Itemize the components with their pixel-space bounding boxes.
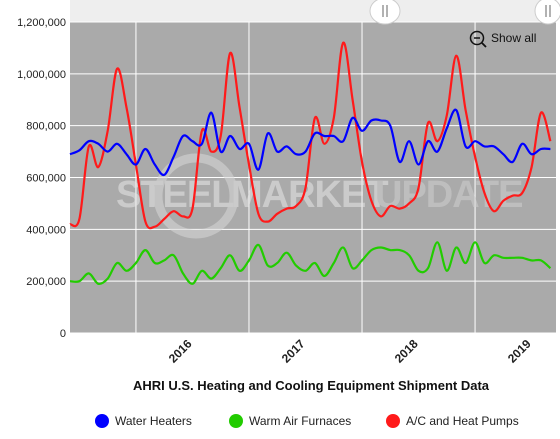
y-tick-label: 0 [60, 328, 66, 340]
gridlines [70, 21, 556, 334]
y-tick-label: 1,000,000 [17, 69, 66, 81]
legend-label: Water Heaters [115, 414, 192, 428]
legend-label: A/C and Heat Pumps [406, 414, 519, 428]
legend-marker [386, 414, 400, 428]
zoom-out-icon [469, 30, 487, 48]
navigator-window[interactable] [70, 0, 556, 22]
y-tick-label: 400,000 [26, 224, 66, 236]
legend-item-water-heaters[interactable]: Water Heaters [95, 414, 192, 428]
series-line-warm-air-furnaces [69, 241, 552, 286]
x-tick-label: 2018 [392, 337, 421, 366]
y-tick-label: 800,000 [26, 121, 66, 133]
y-tick-label: 200,000 [26, 276, 66, 288]
show-all-button[interactable]: Show all [464, 27, 548, 49]
legend-item-warm-air-furnaces[interactable]: Warm Air Furnaces [229, 414, 351, 428]
navigator-handle-left[interactable] [369, 0, 401, 25]
series-line-water-heaters [69, 108, 551, 177]
chart-title: AHRI U.S. Heating and Cooling Equipment … [133, 378, 490, 393]
legend-label: Warm Air Furnaces [249, 414, 351, 428]
navigator-handle-right[interactable] [534, 0, 560, 25]
x-tick-label: 2016 [166, 337, 195, 366]
series-lines [69, 41, 552, 286]
watermark-ring-icon [153, 153, 239, 239]
series-line-a-c-and-heat-pumps [69, 41, 552, 230]
legend-item-a-c-and-heat-pumps[interactable]: A/C and Heat Pumps [386, 414, 519, 428]
x-tick-label: 2019 [505, 337, 534, 366]
watermark: STEEL MARKET UPDATE [116, 153, 523, 239]
x-tick-label: 2017 [279, 337, 308, 366]
legend: Water Heaters Warm Air Furnaces A/C and He… [95, 414, 519, 428]
watermark-word-update: UPDATE [375, 174, 522, 216]
watermark-word-steel: STEEL [116, 174, 234, 216]
x-axis: 2016 2017 2018 2019 [166, 337, 534, 366]
y-tick-label: 600,000 [26, 173, 66, 185]
legend-marker [229, 414, 243, 428]
legend-marker [95, 414, 109, 428]
y-tick-label: 1,200,000 [17, 17, 66, 29]
y-axis: 0 200,000 400,000 600,000 800,000 1,000,000 1,… [17, 17, 66, 340]
show-all-label: Show all [491, 31, 536, 45]
